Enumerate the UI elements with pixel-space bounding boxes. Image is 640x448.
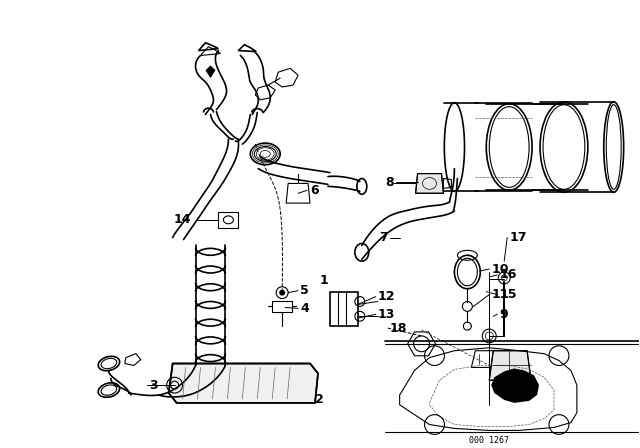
- Text: 15: 15: [499, 288, 516, 301]
- Text: 7: 7: [379, 231, 388, 244]
- Text: 17: 17: [509, 231, 527, 244]
- Text: 5: 5: [300, 284, 309, 297]
- Text: 8: 8: [385, 176, 394, 189]
- Text: 12: 12: [378, 290, 396, 303]
- Text: 16: 16: [499, 268, 516, 281]
- Polygon shape: [415, 173, 444, 193]
- Text: 10: 10: [492, 263, 509, 276]
- Polygon shape: [205, 65, 216, 78]
- Polygon shape: [489, 351, 531, 380]
- Text: 1: 1: [320, 274, 329, 287]
- Text: 11: 11: [492, 288, 509, 301]
- Text: 3: 3: [148, 379, 157, 392]
- Polygon shape: [492, 368, 539, 403]
- Text: 4: 4: [300, 302, 309, 315]
- Polygon shape: [169, 363, 318, 403]
- Text: 000 1267: 000 1267: [469, 436, 509, 445]
- Text: 14: 14: [173, 213, 191, 226]
- Text: 9: 9: [499, 308, 508, 321]
- Circle shape: [279, 290, 285, 296]
- Text: 6: 6: [310, 184, 319, 197]
- Text: 2: 2: [315, 393, 324, 406]
- Text: 18: 18: [390, 322, 407, 335]
- Text: 13: 13: [378, 308, 395, 321]
